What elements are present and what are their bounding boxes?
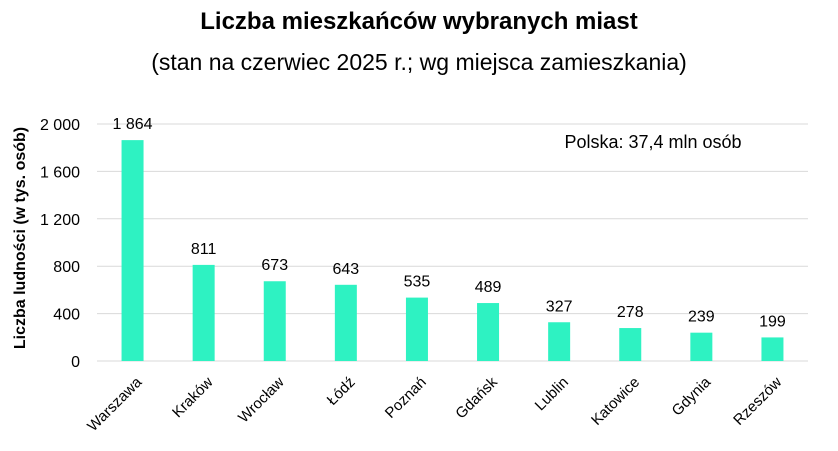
y-tick-label: 2 000 (40, 117, 80, 134)
y-tick-labels: 0 400 800 1 200 1 600 2 000 (40, 117, 80, 371)
x-tick-label: Gdynia (669, 373, 715, 419)
x-tick-label: Warszawa (84, 373, 146, 435)
x-tick-label: Katowice (588, 374, 643, 429)
y-tick-label: 400 (53, 307, 80, 324)
y-tick-label: 1 200 (40, 212, 80, 229)
data-label: 643 (332, 261, 359, 278)
data-label: 239 (688, 309, 715, 326)
data-label: 535 (404, 274, 431, 291)
y-tick-label: 1 600 (40, 164, 80, 181)
bar (761, 337, 784, 361)
x-tick-label: Łódź (324, 374, 359, 409)
bar (477, 303, 500, 361)
data-label: 1 864 (113, 116, 153, 133)
y-axis-label: Liczba ludności (w tys. osób) (12, 127, 29, 349)
x-tick-label: Lublin (532, 374, 572, 414)
chart-title: Liczba mieszkańców wybranych miast (200, 8, 638, 35)
bar (121, 140, 144, 361)
bars (121, 140, 784, 361)
bar (548, 322, 571, 361)
x-tick-labels: Warszawa Kraków Wrocław Łódź Poznań Gdańsk Lub… (84, 373, 785, 435)
data-label: 327 (546, 298, 573, 315)
x-tick-label: Rzeszów (730, 374, 785, 429)
bar (334, 284, 357, 361)
bar (263, 281, 286, 361)
bar (619, 328, 642, 361)
data-label: 278 (617, 304, 644, 321)
x-tick-label: Poznań (382, 374, 430, 422)
gridlines (97, 123, 808, 362)
x-tick-label: Wrocław (235, 374, 288, 427)
data-labels: 1 864 811 673 643 535 489 327 278 239 199 (113, 116, 786, 330)
data-label: 489 (475, 279, 502, 296)
data-label: 673 (261, 257, 288, 274)
data-label: 199 (759, 313, 786, 330)
x-tick-label: Kraków (169, 374, 217, 422)
x-tick-label: Gdańsk (452, 373, 501, 422)
bar (690, 332, 713, 361)
bar (192, 264, 215, 361)
total-annotation: Polska: 37,4 mln osób (564, 132, 741, 152)
y-tick-label: 800 (53, 259, 80, 276)
bar (405, 297, 428, 361)
chart-subtitle: (stan na czerwiec 2025 r.; wg miejsca za… (151, 49, 687, 75)
y-tick-label: 0 (71, 354, 80, 371)
data-label: 811 (191, 241, 217, 258)
